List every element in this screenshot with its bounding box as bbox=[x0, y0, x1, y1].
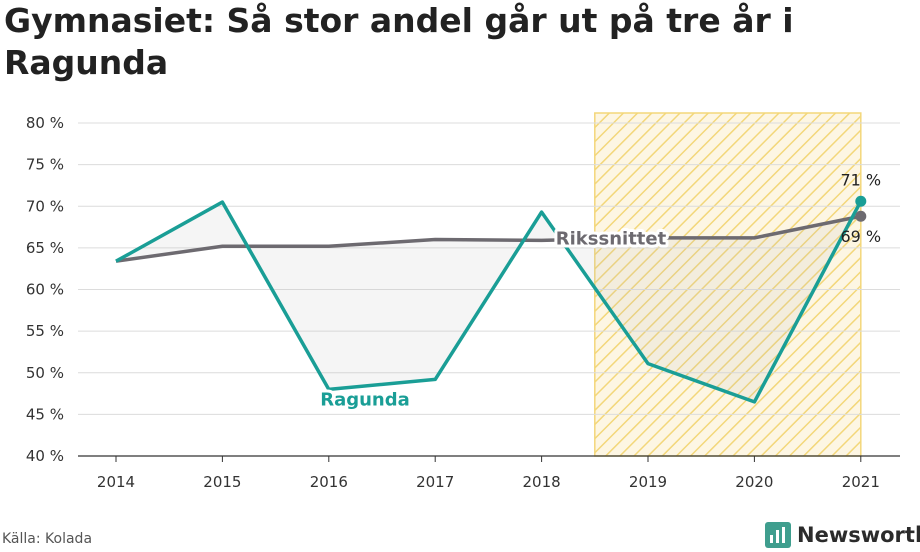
x-tick-label: 2021 bbox=[842, 473, 880, 491]
chart-title: Gymnasiet: Så stor andel går ut på tre å… bbox=[4, 1, 794, 82]
end-label-rikssnittet: 69 % bbox=[840, 227, 881, 246]
series-label-rikssnittet-halo: Rikssnittet bbox=[556, 229, 667, 250]
series-label-rikssnittet: Rikssnittet bbox=[556, 229, 667, 250]
x-tick-label: 2016 bbox=[310, 473, 348, 491]
x-tick-label: 2018 bbox=[523, 473, 561, 491]
y-tick-label: 50 % bbox=[26, 364, 64, 382]
x-tick-label: 2015 bbox=[203, 473, 241, 491]
y-tick-label: 75 % bbox=[26, 156, 64, 174]
y-tick-label: 60 % bbox=[26, 281, 64, 299]
newsworthy-logo-icon bbox=[765, 522, 791, 548]
brand-logo: Newsworthy bbox=[765, 521, 920, 549]
x-tick-label: 2019 bbox=[629, 473, 667, 491]
series-line-ragunda bbox=[115, 200, 863, 404]
y-tick-label: 45 % bbox=[26, 405, 64, 423]
source-note: Källa: Kolada bbox=[2, 531, 93, 547]
y-tick-label: 40 % bbox=[26, 447, 64, 465]
x-tick-label: 2017 bbox=[416, 473, 454, 491]
y-tick-label: 80 % bbox=[26, 114, 64, 132]
y-tick-label: 55 % bbox=[26, 322, 64, 340]
series-line-rikssnittet bbox=[115, 214, 862, 263]
end-label-ragunda: 71 % bbox=[840, 170, 881, 189]
series-label-ragunda-halo: Ragunda bbox=[320, 389, 410, 410]
y-tick-label: 65 % bbox=[26, 239, 64, 257]
y-tick-label: 70 % bbox=[26, 197, 64, 215]
end-point-rikssnittet bbox=[855, 210, 867, 222]
x-tick-label: 2020 bbox=[735, 473, 773, 491]
series-label-ragunda: Ragunda bbox=[320, 389, 410, 410]
difference-area bbox=[116, 201, 861, 402]
x-tick-label: 2014 bbox=[97, 473, 135, 491]
end-point-ragunda bbox=[855, 195, 867, 207]
brand-name: Newsworthy bbox=[797, 523, 920, 547]
